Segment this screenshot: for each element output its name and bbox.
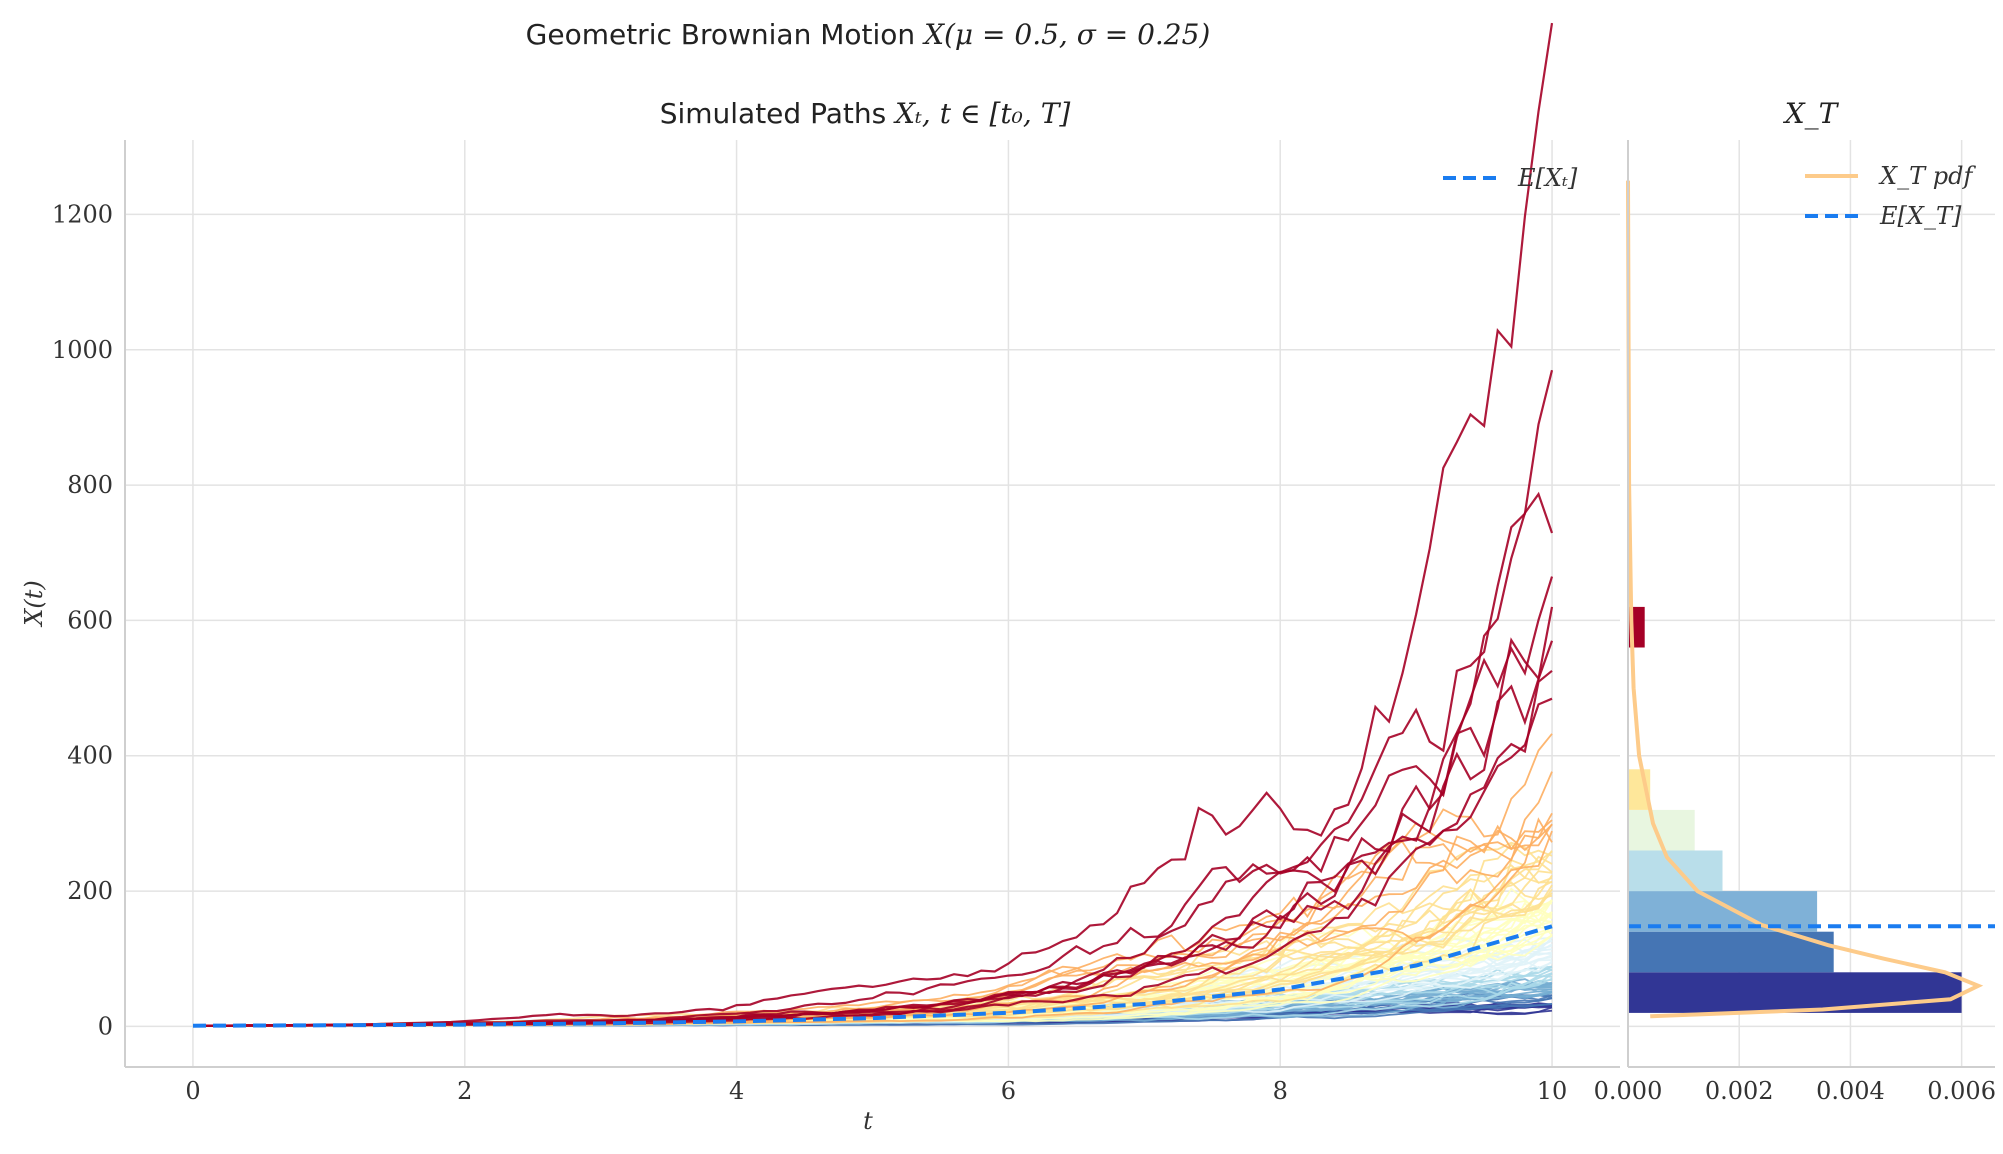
- terminal-lines: [1626, 180, 1995, 1019]
- x-tick-label: 0.006: [1927, 1077, 1996, 1105]
- y-axis-label: X(t): [20, 580, 48, 627]
- sample-path: [193, 606, 1554, 1027]
- x-tick-label: 2: [457, 1077, 472, 1105]
- terminal-x-tick-labels: 0.000 0.002 0.004 0.006: [1594, 1077, 1996, 1105]
- sample-path: [192, 491, 1554, 1027]
- y-tick-label: 200: [67, 877, 113, 905]
- terminal-panel: X_T 0.000 0.002 0.004 0.006 X_T pdf E[X_T]: [1594, 97, 1996, 1105]
- paths-axes: [124, 140, 1620, 1068]
- x-tick-label: 10: [1537, 1077, 1568, 1105]
- histogram-bar: [1628, 972, 1962, 1013]
- x-tick-label: 8: [1273, 1077, 1288, 1105]
- pdf-curve: [1626, 180, 1984, 1019]
- x-tick-label: 6: [1001, 1077, 1016, 1105]
- terminal-axes: [1627, 140, 1995, 1068]
- x-axis-label: t: [863, 1107, 873, 1135]
- histogram-bars: [1628, 606, 1962, 1013]
- x-tick-label: 0.002: [1705, 1077, 1774, 1105]
- y-tick-label: 800: [67, 471, 113, 499]
- terminal-panel-title: X_T: [1783, 97, 1840, 130]
- paths-legend: E[Xₜ]: [1443, 164, 1578, 192]
- paths-y-tick-labels: 0 200 400 600 800 1000 1200: [52, 200, 113, 1040]
- simulated-paths: [192, 22, 1554, 1027]
- paths-gridlines: [125, 140, 1620, 1067]
- x-tick-label: 0.000: [1594, 1077, 1663, 1105]
- paths-x-tick-labels: 0 2 4 6 8 10: [185, 1077, 1567, 1105]
- paths-panel: Simulated Paths Xₜ, t ∈ [t₀, T] 0 2 4 6 8 10 …: [20, 22, 1620, 1135]
- expected-curve: [192, 924, 1553, 1028]
- sample-path: [193, 369, 1554, 1027]
- x-tick-label: 4: [729, 1077, 744, 1105]
- y-tick-label: 600: [67, 606, 113, 634]
- x-tick-label: 0.004: [1816, 1077, 1885, 1105]
- y-tick-label: 1200: [52, 200, 113, 228]
- y-tick-label: 0: [98, 1012, 113, 1040]
- y-tick-label: 400: [67, 742, 113, 770]
- sample-path: [192, 22, 1554, 1027]
- figure-suptitle: Geometric Brownian Motion X(μ = 0.5, σ =…: [526, 18, 1211, 51]
- legend-expected-label: E[Xₜ]: [1517, 164, 1578, 192]
- terminal-legend: X_T pdf E[X_T]: [1805, 162, 1976, 230]
- y-tick-label: 1000: [52, 336, 113, 364]
- expected-curve-layer: [192, 924, 1553, 1028]
- x-tick-label: 0: [185, 1077, 200, 1105]
- legend-pdf-label: X_T pdf: [1878, 162, 1976, 190]
- legend-expected-terminal-label: E[X_T]: [1879, 202, 1962, 230]
- histogram-bar: [1628, 850, 1723, 892]
- paths-panel-title: Simulated Paths Xₜ, t ∈ [t₀, T]: [660, 97, 1071, 130]
